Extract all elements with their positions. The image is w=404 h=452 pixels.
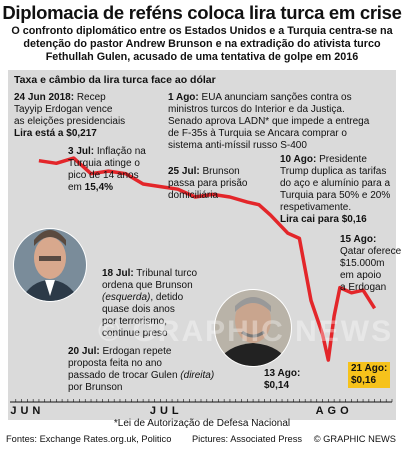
lira-chart: Taxa e câmbio da lira turca face ao dóla…: [10, 74, 393, 417]
x-axis: JUN JUL AGO: [10, 399, 393, 417]
photos-layer: [13, 228, 292, 367]
page-subtitle: O confronto diplomático entre os Estados…: [11, 25, 393, 64]
annotation-jul3: 3 Jul: Inflação na Turquia atinge o pico…: [68, 146, 146, 193]
chart-title: Taxa e câmbio da lira turca face ao dóla…: [14, 74, 216, 86]
annotation-ago21: 21 Ago: $0,16: [348, 362, 391, 388]
annotation-ago13: 13 Ago: $0,14: [264, 368, 301, 391]
watermark: © GRAPHIC NEWS: [98, 315, 394, 348]
sources: Fontes: Exchange Rates.org.uk, Politico …: [6, 434, 303, 444]
x-tick-label: AGO: [316, 405, 353, 417]
x-tick-label: JUN: [10, 405, 44, 417]
annotation-jul25: 25 Jul: Brunson passa para prisão domici…: [168, 166, 248, 201]
brunson-photo: [13, 228, 87, 302]
page-title: Diplomacia de reféns coloca lira turca e…: [2, 2, 402, 23]
series-line-lira: [38, 156, 377, 362]
annotation-ago15: 15 Ago: Qatar oferece $15.000m em apoio …: [340, 234, 402, 293]
annotation-jun24: 24 Jun 2018: Recep Tayyip Erdogan vence …: [14, 92, 126, 139]
annotation-jul20: 20 Jul: Erdogan repete proposta feita no…: [68, 346, 215, 393]
annotation-ago1: 1 Ago: EUA anunciam sanções contra os mi…: [168, 92, 370, 151]
footnote: *Lei de Autorização de Defesa Nacional: [113, 418, 291, 429]
credit: © GRAPHIC NEWS: [313, 434, 396, 444]
plot-layer: [38, 156, 377, 362]
x-tick-label: JUL: [150, 405, 183, 417]
chart-panel: Taxa e câmbio da lira turca face ao dóla…: [8, 70, 401, 420]
annotation-jul18: 18 Jul: Tribunal turco ordena que Brunso…: [102, 268, 198, 339]
annotation-ago10: 10 Ago: Presidente Trump duplica as tari…: [280, 154, 391, 225]
